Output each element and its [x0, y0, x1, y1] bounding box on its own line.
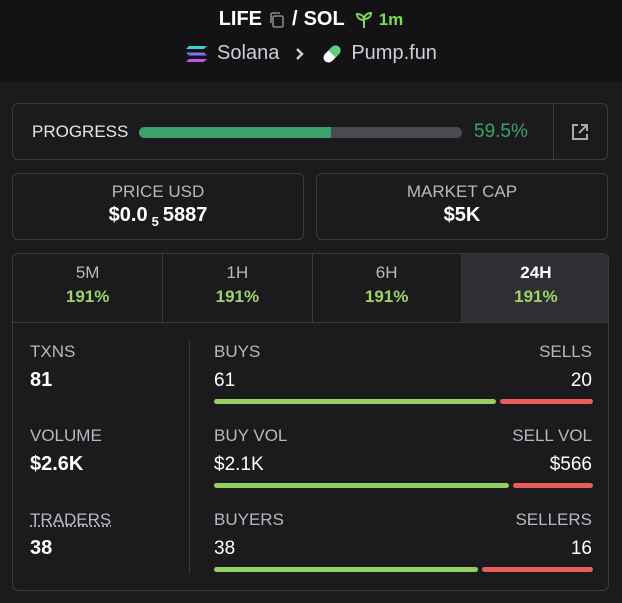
stat-value: 38 [30, 537, 53, 559]
market-cap-label: MARKET CAP [406, 182, 518, 201]
tab-label: 1H [226, 263, 249, 282]
progress-fill [139, 127, 332, 138]
progress-value: 59.5% [474, 121, 528, 142]
price-value: $0.0 5 5887 [13, 204, 303, 229]
dex[interactable]: Pump.fun [351, 42, 437, 64]
quote: SOL [303, 8, 345, 30]
buy-label: BUYERS [214, 510, 284, 529]
chevron [296, 47, 305, 60]
age: 1m [378, 9, 404, 29]
divider [13, 322, 608, 323]
buy-bar [214, 483, 510, 488]
tab-label: 5M [75, 263, 100, 282]
price-zero-count: 5 [151, 214, 159, 229]
separator: / [292, 8, 298, 30]
sell-label: SELLS [539, 342, 592, 361]
sell-bar [500, 399, 593, 404]
chain[interactable]: Solana [217, 42, 280, 64]
tab-change: 191% [65, 287, 110, 306]
stats-panel: 5M 191% 1H 191% 6H 191% 24H 191% TXNS 81 BUYS SELLS… [12, 253, 609, 591]
market-cap-box: MARKET CAP $5K [316, 173, 608, 240]
buy-value: 38 [214, 538, 236, 559]
stat-value: 81 [30, 369, 53, 391]
sell-label: SELLERS [515, 510, 592, 529]
price-box: PRICE USD $0.0 5 5887 [12, 173, 304, 240]
tab-label: 24H [520, 263, 552, 282]
price-prefix: $0.0 [108, 204, 148, 226]
tab-change: 191% [514, 287, 558, 306]
header: LIFE / SOL 1m Solana Pump.fun [0, 0, 622, 82]
progress-label: PROGRESS [32, 122, 129, 141]
price-label: PRICE USD [111, 182, 205, 201]
pill-icon [323, 44, 341, 63]
divider [189, 341, 190, 574]
buy-bar [214, 399, 497, 404]
progress-track [139, 127, 462, 138]
sell-label: SELL VOL [512, 426, 592, 445]
buy-value: $2.1K [214, 454, 264, 475]
sell-value: 20 [570, 370, 592, 391]
buy-value: 61 [214, 370, 236, 391]
sell-value: $566 [549, 454, 592, 475]
tab[interactable]: 24H 191% [460, 254, 608, 322]
stat-label: TRADERS [30, 510, 112, 529]
tab-change: 191% [215, 287, 260, 306]
sell-bar [481, 567, 593, 572]
sell-bar [513, 483, 593, 488]
sprout-icon [355, 11, 372, 28]
divider [553, 104, 554, 159]
copy-icon[interactable] [268, 11, 286, 29]
solana-icon [186, 45, 208, 62]
external-link[interactable] [570, 122, 590, 142]
stat-label: VOLUME [30, 426, 102, 445]
stat-label: TXNS [30, 342, 76, 361]
tab[interactable]: 1H 191% [162, 254, 311, 322]
tab-change: 191% [364, 287, 409, 306]
token: LIFE [218, 8, 263, 30]
price-digits: 5887 [162, 204, 208, 226]
tab-label: 6H [375, 263, 398, 282]
tab[interactable]: 5M 191% [13, 254, 162, 322]
tab[interactable]: 6H 191% [311, 254, 461, 322]
progress-box: PROGRESS 59.5% [12, 103, 608, 160]
sell-value: 16 [570, 538, 592, 559]
buy-label: BUY VOL [214, 426, 288, 445]
buy-label: BUYS [214, 342, 261, 361]
stat-value: $2.6K [30, 453, 84, 475]
market-cap-value: $5K [443, 204, 481, 226]
buy-bar [214, 567, 478, 572]
